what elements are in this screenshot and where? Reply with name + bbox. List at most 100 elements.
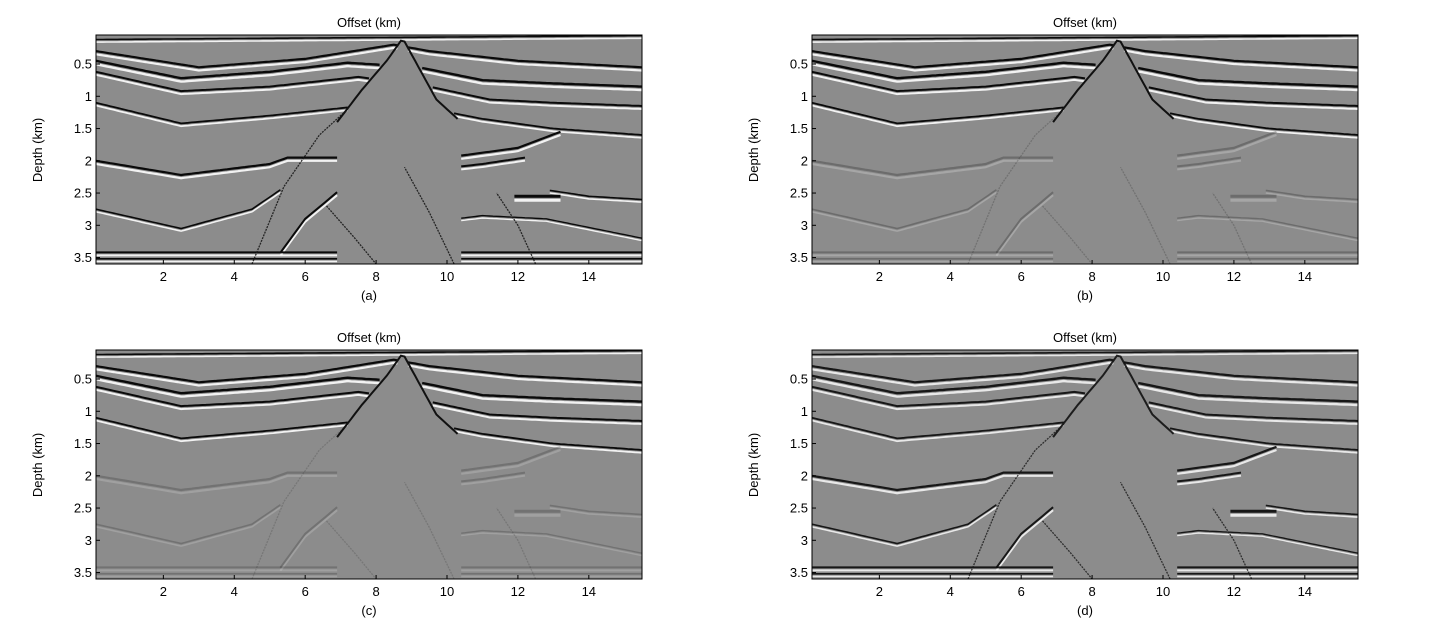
reflector-peak: [812, 43, 1358, 69]
reflector-peak: [812, 70, 1358, 107]
reflector-trough: [995, 159, 1242, 257]
panel-caption: (d): [1077, 603, 1093, 618]
fault-event: [403, 481, 455, 579]
fault-event: [1042, 205, 1093, 264]
x-tick-label: 6: [302, 584, 309, 599]
reflector-peak: [812, 445, 1277, 492]
y-tick-label: 1.5: [74, 436, 92, 451]
y-axis-label: Depth (km): [746, 433, 761, 497]
fault-event: [1212, 192, 1253, 264]
reflector-trough: [96, 133, 561, 180]
reflector-trough: [812, 506, 997, 547]
fault-event: [1119, 166, 1171, 264]
plot-frame: [95, 349, 643, 580]
x-tick-label: 8: [372, 584, 379, 599]
reflector-peak: [1265, 189, 1358, 201]
x-tick-label: 10: [440, 584, 454, 599]
reflector-trough: [812, 46, 1358, 72]
reflector-peak: [96, 504, 281, 545]
y-tick-label: 3.5: [74, 250, 92, 265]
reflector-peak: [812, 374, 1358, 403]
reflector-trough: [812, 361, 1358, 387]
reflector-trough: [812, 388, 1358, 425]
reflector-peak: [96, 43, 642, 69]
x-tick-label: 8: [1088, 269, 1095, 284]
reflector-peak: [96, 416, 642, 451]
fault-event: [496, 507, 537, 579]
salt-boundary: [1052, 354, 1175, 438]
y-tick-label: 3: [801, 218, 808, 233]
salt-boundary: [336, 354, 459, 438]
reflector-trough: [96, 506, 281, 547]
salt-boundary: [1052, 39, 1175, 123]
reflector-trough: [279, 474, 526, 572]
reflector-trough: [96, 448, 561, 495]
reflector-peak: [96, 101, 642, 136]
y-tick-label: 3.5: [74, 565, 92, 580]
y-tick-label: 1.5: [790, 121, 808, 136]
y-tick-label: 0.5: [790, 57, 808, 72]
reflector-peak: [549, 504, 642, 516]
reflector-trough: [549, 192, 642, 203]
fault-event: [1119, 481, 1171, 579]
panel-title: Offset (km): [1053, 15, 1117, 30]
reflector-peak: [812, 189, 997, 230]
fault-event: [326, 205, 377, 264]
reflector-trough: [96, 191, 281, 232]
y-tick-label: 1.5: [74, 121, 92, 136]
x-tick-label: 2: [160, 269, 167, 284]
y-tick-label: 1: [801, 89, 808, 104]
x-tick-label: 12: [511, 269, 525, 284]
reflector-peak: [812, 385, 1358, 422]
reflector-trough: [1265, 192, 1358, 203]
reflector-trough: [995, 474, 1242, 572]
reflector-trough: [96, 419, 642, 454]
y-axis-label: Depth (km): [30, 433, 45, 497]
x-tick-label: 12: [511, 584, 525, 599]
reflector-peak: [812, 59, 1358, 88]
x-tick-label: 6: [1018, 269, 1025, 284]
y-tick-label: 3: [85, 218, 92, 233]
image-background: [96, 35, 642, 264]
reflector-peak: [461, 214, 642, 239]
x-tick-label: 4: [947, 269, 954, 284]
reflector-trough: [96, 361, 642, 387]
x-tick-label: 8: [1088, 584, 1095, 599]
x-tick-label: 2: [160, 584, 167, 599]
reflector-peak: [995, 156, 1242, 254]
salt-boundary: [336, 39, 459, 123]
reflector-peak: [279, 156, 526, 254]
y-tick-label: 2.5: [790, 186, 808, 201]
panel-b: Offset (km) Depth (km) (b) 2 4 6 8 10 12 140.5…: [746, 15, 1359, 303]
reflector-peak: [812, 130, 1277, 177]
panel-title: Offset (km): [337, 330, 401, 345]
reflector-trough: [812, 133, 1277, 180]
reflector-peak: [96, 385, 642, 422]
y-tick-label: 1: [801, 404, 808, 419]
y-tick-label: 3: [85, 533, 92, 548]
fault-event: [326, 520, 377, 579]
panel-a: Offset (km) Depth (km) (a) 2 4 6 8 10 12 140.5…: [30, 15, 643, 303]
reflector-peak: [96, 350, 642, 356]
reflector-peak: [812, 504, 997, 545]
y-tick-label: 3: [801, 533, 808, 548]
x-tick-label: 12: [1227, 269, 1241, 284]
y-tick-label: 0.5: [790, 372, 808, 387]
reflector-trough: [812, 191, 997, 232]
reflector-trough: [812, 37, 1358, 43]
x-tick-label: 8: [372, 269, 379, 284]
reflector-trough: [461, 532, 642, 557]
reflector-trough: [96, 378, 642, 407]
reflector-trough: [96, 63, 642, 92]
reflector-peak: [96, 35, 642, 41]
reflector-peak: [1265, 504, 1358, 516]
reflector-peak: [96, 358, 642, 384]
image-background: [812, 35, 1358, 264]
seismic-image: [812, 350, 1358, 579]
y-tick-label: 1: [85, 404, 92, 419]
reflector-trough: [96, 352, 642, 358]
y-tick-label: 2: [801, 468, 808, 483]
x-tick-label: 6: [1018, 584, 1025, 599]
reflector-trough: [812, 352, 1358, 358]
